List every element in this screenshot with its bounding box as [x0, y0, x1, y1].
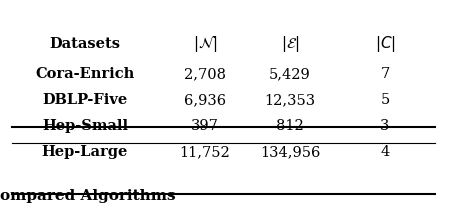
Text: Datasets: Datasets [50, 37, 120, 51]
Text: 4: 4 [380, 145, 389, 159]
Text: 812: 812 [276, 119, 303, 133]
Text: ompared Algorithms: ompared Algorithms [0, 189, 175, 203]
Text: $|C|$: $|C|$ [374, 34, 395, 54]
Text: 12,353: 12,353 [264, 93, 315, 107]
Text: 2,708: 2,708 [184, 67, 226, 81]
Text: 397: 397 [191, 119, 218, 133]
Text: 5,429: 5,429 [268, 67, 310, 81]
Text: Hep-Small: Hep-Small [42, 119, 128, 133]
Text: DBLP-Five: DBLP-Five [42, 93, 127, 107]
Text: 7: 7 [380, 67, 389, 81]
Text: Hep-Large: Hep-Large [42, 145, 128, 159]
Text: 6,936: 6,936 [184, 93, 226, 107]
Text: 11,752: 11,752 [179, 145, 230, 159]
Text: 134,956: 134,956 [259, 145, 319, 159]
Text: $|\mathcal{E}|$: $|\mathcal{E}|$ [280, 34, 299, 54]
Text: $|\mathcal{N}|$: $|\mathcal{N}|$ [192, 34, 217, 54]
Text: 5: 5 [380, 93, 389, 107]
Text: 3: 3 [379, 119, 389, 133]
Text: Cora-Enrich: Cora-Enrich [35, 67, 134, 81]
